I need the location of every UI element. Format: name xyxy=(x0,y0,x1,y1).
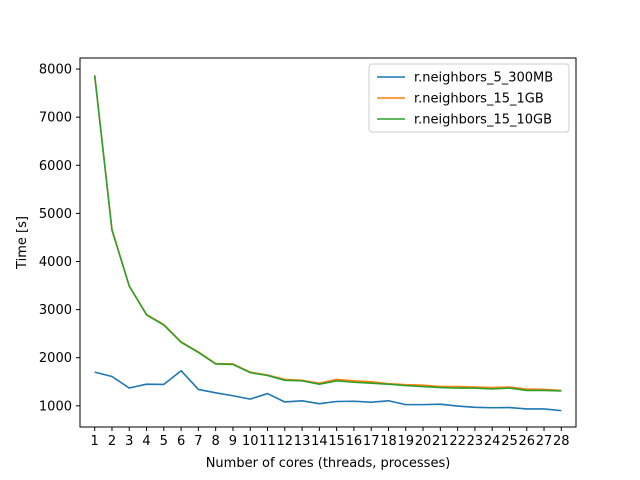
x-tick-label: 27 xyxy=(536,434,553,449)
x-tick-label: 25 xyxy=(501,434,518,449)
x-tick-label: 23 xyxy=(467,434,484,449)
series-line-3 xyxy=(93,75,562,392)
x-tick-label: 2 xyxy=(108,434,116,449)
y-tick-label: 7000 xyxy=(39,111,72,126)
y-axis: 1000 2000 3000 4000 5000 6000 7000 8000 xyxy=(39,63,80,414)
plot-area xyxy=(93,75,562,412)
legend-box xyxy=(368,63,570,133)
x-tick-label: 14 xyxy=(311,434,328,449)
x-tick-label: 9 xyxy=(229,434,237,449)
x-tick-label: 4 xyxy=(142,434,150,449)
legend-label: r.neighbors_15_1GB xyxy=(414,92,544,107)
x-tick-label: 20 xyxy=(415,434,432,449)
x-tick-label: 26 xyxy=(518,434,535,449)
x-tick-label: 16 xyxy=(346,434,363,449)
x-axis: 1 2 3 4 5 6 7 8 9 10 11 12 13 14 15 16 17 18 19 20 21 22 23 24 2… xyxy=(91,427,570,449)
y-tick-label: 6000 xyxy=(39,159,72,174)
legend-label: r.neighbors_15_10GB xyxy=(414,113,552,128)
x-tick-label: 1 xyxy=(91,434,99,449)
y-tick-label: 1000 xyxy=(39,399,72,414)
x-tick-label: 17 xyxy=(363,434,380,449)
x-tick-label: 10 xyxy=(242,434,259,449)
legend-label: r.neighbors_5_300MB xyxy=(414,71,553,86)
y-tick-label: 2000 xyxy=(39,351,72,366)
series-line-1 xyxy=(94,369,562,412)
y-tick-label: 3000 xyxy=(39,303,72,318)
x-tick-label: 28 xyxy=(553,434,570,449)
x-tick-label: 11 xyxy=(259,434,276,449)
x-tick-label: 8 xyxy=(212,434,220,449)
y-axis-label: Time [s] xyxy=(15,216,30,270)
y-tick-label: 5000 xyxy=(39,207,72,222)
x-tick-label: 5 xyxy=(160,434,168,449)
x-tick-label: 22 xyxy=(449,434,466,449)
x-tick-label: 7 xyxy=(194,434,202,449)
x-tick-label: 13 xyxy=(294,434,311,449)
x-tick-label: 6 xyxy=(177,434,185,449)
x-tick-label: 3 xyxy=(125,434,133,449)
x-tick-label: 18 xyxy=(380,434,397,449)
x-tick-label: 19 xyxy=(397,434,414,449)
axes-frame xyxy=(79,57,577,428)
x-tick-label: 15 xyxy=(328,434,345,449)
x-tick-label: 12 xyxy=(277,434,294,449)
y-tick-label: 4000 xyxy=(39,255,72,270)
x-axis-label: Number of cores (threads, processes) xyxy=(206,456,451,471)
y-tick-label: 8000 xyxy=(39,63,72,78)
x-tick-label: 24 xyxy=(484,434,501,449)
x-tick-label: 21 xyxy=(432,434,449,449)
legend: r.neighbors_5_300MB r.neighbors_15_1GB r.n… xyxy=(368,63,570,133)
